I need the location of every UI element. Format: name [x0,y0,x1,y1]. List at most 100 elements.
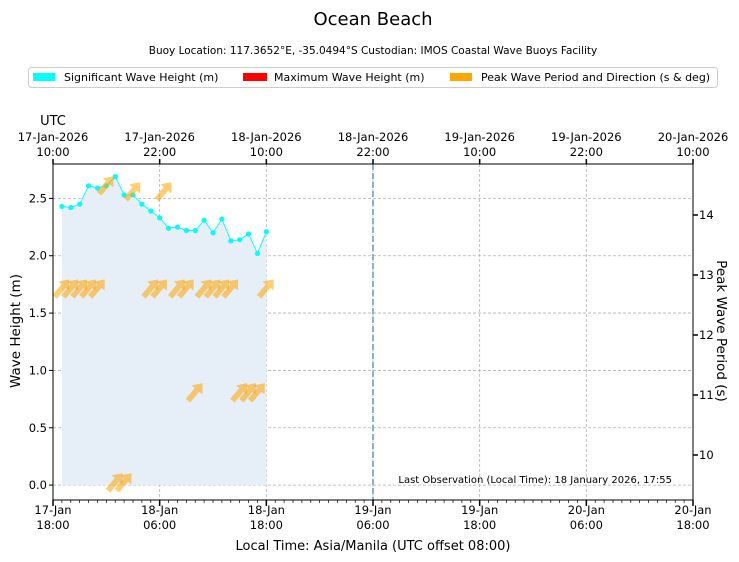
significant-wave-height-point [139,201,145,207]
last-observation-annotation: Last Observation (Local Time): 18 Januar… [398,475,672,486]
peak-wave-arrow [256,279,274,299]
top-tick-label-date: 18-Jan-2026 [231,130,302,144]
chart-subtitle: Buoy Location: 117.3652°E, -35.0494°S Cu… [149,45,598,57]
peak-wave-arrow-shape [79,279,96,299]
peak-wave-arrow [88,279,105,299]
peak-wave-arrow [230,383,248,403]
peak-wave-arrow-shape [154,182,172,202]
significant-wave-height-point [237,237,243,243]
top-axis-title: UTC [40,114,66,129]
bottom-tick-label-time: 18:00 [676,518,709,532]
peak-wave-arrow [168,279,185,299]
peak-wave-arrow [123,182,141,202]
peak-wave-arrow-shape [256,279,274,299]
legend-swatch-peak [450,73,472,81]
peak-wave-arrow [221,279,239,299]
peak-wave-arrow-shape [96,176,114,196]
peak-wave-arrow-shape [185,383,203,403]
significant-wave-height-point [165,225,172,231]
significant-wave-height-point [228,238,234,244]
significant-wave-height-point [210,230,216,236]
bottom-tick-label-date: 19-Jan [354,503,391,517]
peak-wave-arrow [154,182,172,202]
right-tick-label: 14 [699,208,714,222]
significant-wave-height-point [157,215,163,221]
left-tick-label: 0.5 [29,421,47,435]
peak-wave-arrow-shape [141,279,159,299]
peak-wave-arrow-shape [176,279,194,299]
wave-height-series [59,164,374,500]
top-tick-label-date: 19-Jan-2026 [444,130,515,144]
legend-swatch-significant [33,73,55,81]
axes: 17-Jan18:0018-Jan06:0018-Jan18:0019-Jan0… [18,130,729,532]
right-tick-label: 10 [699,448,714,462]
top-tick-label-time: 10:00 [250,145,283,159]
top-tick-label-date: 17-Jan-2026 [18,130,89,144]
legend-label-maximum: Maximum Wave Height (m) [274,71,425,84]
peak-wave-arrow [203,279,221,299]
bottom-tick-label-date: 20-Jan [568,503,605,517]
bottom-tick-label-date: 19-Jan [461,503,498,517]
significant-wave-height-point [183,227,189,234]
wave-height-fill [61,176,267,486]
peak-wave-arrow-shape [212,279,230,299]
significant-wave-height-point [59,203,65,210]
legend-label-significant: Significant Wave Height (m) [64,71,218,84]
bottom-axis-title: Local Time: Asia/Manila (UTC offset 08:0… [236,539,511,554]
peak-wave-arrow-shape [194,279,212,299]
bottom-tick-label-date: 18-Jan [248,503,285,517]
left-tick-label: 2.0 [29,249,47,263]
wave-height-area [61,176,267,486]
significant-wave-height-point [219,216,225,222]
peak-wave-arrow-shape [239,383,256,403]
significant-wave-height-point [245,231,252,237]
peak-wave-arrow-shape [114,473,132,493]
peak-wave-arrow-shape [168,279,185,299]
peak-period-arrows [52,176,274,493]
left-tick-label: 2.5 [29,191,47,205]
peak-wave-arrow-shape [203,279,221,299]
top-tick-label-time: 10:00 [463,145,496,159]
peak-wave-arrow [239,383,256,403]
left-tick-label: 1.5 [29,306,47,320]
significant-wave-height-point [263,229,269,235]
peak-wave-arrow [248,383,265,403]
significant-wave-height-point [192,227,198,234]
chart-title: Ocean Beach [313,9,432,30]
significant-wave-height-point [201,217,207,223]
top-tick-label-date: 19-Jan-2026 [551,130,622,144]
peak-wave-arrow-shape [248,383,265,403]
bottom-tick-label-date: 18-Jan [141,503,178,517]
peak-wave-arrow [150,279,168,299]
peak-wave-arrow-shape [230,383,248,403]
left-axis-label: Wave Height (m) [8,274,24,388]
peak-wave-arrow-shape [105,473,123,493]
bottom-tick-label-time: 18:00 [463,518,496,532]
right-tick-label: 11 [699,388,714,402]
peak-wave-arrow [70,279,88,299]
peak-wave-arrow-shape [150,279,168,299]
right-axis-label: Peak Wave Period (s) [713,260,729,402]
significant-wave-height-point [174,224,181,230]
peak-wave-arrow-shape [88,279,105,299]
peak-wave-arrow-shape [123,182,141,202]
peak-wave-arrow [52,279,70,299]
significant-wave-height-point [112,174,118,180]
significant-wave-height-point [68,204,74,211]
bottom-tick-label-time: 06:00 [356,518,389,532]
top-tick-label-date: 20-Jan-2026 [658,130,729,144]
left-tick-label: 1.0 [29,363,47,377]
top-tick-label-time: 22:00 [570,145,603,159]
top-tick-label-date: 18-Jan-2026 [338,130,409,144]
peak-wave-arrow [141,279,159,299]
top-tick-label-time: 10:00 [676,145,709,159]
peak-wave-arrow-shape [52,279,70,299]
top-tick-label-time: 22:00 [356,145,389,159]
right-tick-label: 13 [699,268,714,282]
significant-wave-height-point [94,185,101,191]
peak-wave-arrow-shape [221,279,239,299]
top-tick-label-time: 10:00 [36,145,69,159]
legend-swatch-maximum [243,73,267,81]
